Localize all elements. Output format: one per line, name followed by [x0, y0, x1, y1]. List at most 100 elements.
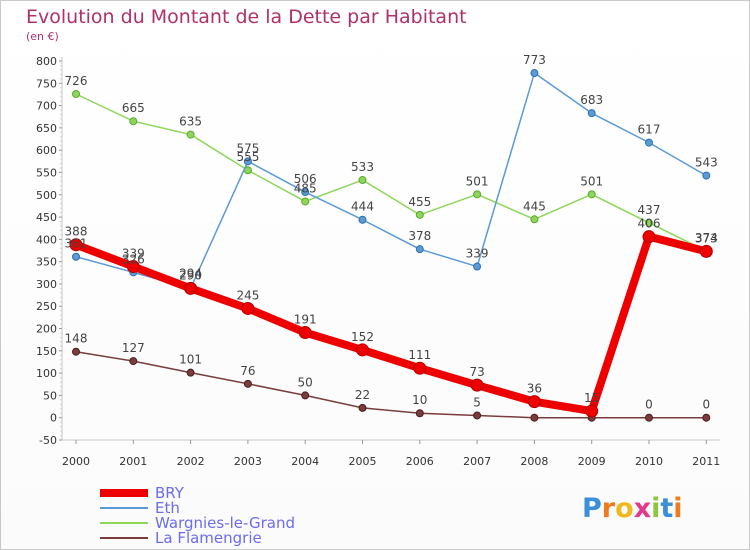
series-line — [75, 93, 708, 252]
data-label: 361 — [65, 237, 88, 251]
data-label: 374 — [695, 231, 718, 245]
y-tick-label: 550 — [36, 166, 57, 179]
data-point — [415, 409, 424, 418]
data-label: 339 — [466, 247, 489, 261]
data-point — [301, 197, 310, 206]
data-label: 726 — [65, 74, 88, 88]
data-point — [642, 230, 656, 244]
data-label: 148 — [65, 332, 88, 346]
data-point — [702, 413, 711, 422]
y-tick-label: 100 — [36, 367, 57, 380]
y-tick-label: 750 — [36, 77, 57, 90]
data-label: 501 — [580, 174, 603, 188]
data-point — [645, 218, 653, 227]
series-line — [72, 232, 711, 416]
data-point — [186, 130, 195, 139]
data-label: 388 — [65, 225, 88, 239]
x-tick-label: 2006 — [406, 455, 434, 468]
data-point — [129, 117, 138, 126]
y-tick-label: 200 — [36, 323, 57, 336]
legend-swatch — [100, 489, 148, 497]
data-point — [645, 138, 653, 147]
data-point — [301, 188, 310, 197]
logo-letter: P — [582, 493, 602, 524]
legend-label: Eth — [155, 499, 180, 517]
data-point — [587, 109, 596, 118]
data-point — [243, 157, 252, 166]
data-point — [243, 379, 252, 388]
data-labels: 3883613393262942902451911521117336154063… — [65, 53, 718, 412]
data-label: 22 — [355, 388, 370, 402]
data-label: 76 — [240, 364, 255, 378]
data-label: 485 — [294, 181, 317, 195]
series-eth — [72, 69, 711, 293]
data-label: 575 — [236, 141, 259, 155]
logo-text: Proxiti — [582, 493, 683, 524]
data-label: 406 — [638, 217, 661, 231]
data-point — [298, 326, 312, 340]
data-point — [129, 357, 138, 366]
data-label: 290 — [179, 268, 202, 282]
data-label: 683 — [580, 93, 603, 107]
data-label: 15 — [584, 391, 599, 405]
data-label: 245 — [236, 288, 259, 302]
data-label: 0 — [702, 398, 710, 412]
data-label: 533 — [351, 160, 374, 174]
data-label: 437 — [638, 203, 661, 217]
series-layer — [69, 69, 713, 422]
data-point — [527, 395, 541, 409]
data-point — [301, 391, 310, 400]
logo-letter: t — [660, 493, 673, 524]
legend-swatch — [100, 507, 148, 509]
data-point — [473, 190, 482, 199]
data-label: 378 — [408, 229, 431, 243]
data-label: 326 — [122, 252, 145, 266]
y-tick-label: 600 — [36, 144, 57, 157]
x-tick-label: 2001 — [119, 455, 147, 468]
data-point — [356, 343, 369, 357]
data-label: 101 — [179, 353, 202, 367]
data-label: 635 — [179, 115, 202, 129]
x-tick-label: 2004 — [291, 455, 319, 468]
data-point — [72, 89, 80, 98]
y-tick-label: 350 — [36, 256, 57, 269]
y-tick-label: 700 — [36, 100, 57, 113]
legend-swatch — [100, 522, 148, 524]
legend-label: La Flamengrie — [155, 529, 262, 547]
data-label: 373 — [695, 231, 718, 245]
axes: -500501001502002503003504004505005506006… — [36, 55, 720, 468]
y-tick-label: 400 — [36, 233, 57, 246]
data-label: 773 — [523, 53, 546, 67]
data-label: 36 — [527, 382, 542, 396]
data-label: 50 — [298, 375, 313, 389]
y-tick-label: 150 — [36, 345, 57, 358]
logo-letter: o — [615, 493, 634, 524]
data-label: 152 — [351, 330, 374, 344]
data-label: 445 — [523, 199, 546, 213]
chart-subtitle: (en €) — [26, 30, 59, 43]
x-tick-label: 2010 — [635, 455, 663, 468]
logo-letter: r — [602, 493, 616, 524]
x-tick-label: 2009 — [578, 455, 606, 468]
data-label: 0 — [645, 398, 653, 412]
data-point — [415, 210, 424, 219]
y-tick-label: 0 — [50, 412, 57, 425]
series-bry — [69, 230, 713, 418]
y-tick-label: 500 — [36, 189, 57, 202]
data-label: 501 — [466, 174, 489, 188]
data-point — [241, 301, 255, 315]
proxiti-logo: Proxiti — [582, 493, 683, 524]
chart-title: Evolution du Montant de la Dette par Hab… — [26, 6, 467, 28]
data-label: 617 — [638, 123, 661, 137]
x-tick-label: 2002 — [177, 455, 205, 468]
data-point — [645, 413, 653, 422]
data-label: 506 — [294, 172, 317, 186]
y-tick-label: 800 — [36, 55, 57, 68]
data-point — [470, 378, 484, 392]
data-label: 191 — [294, 313, 317, 327]
y-tick-label: -50 — [39, 434, 57, 447]
x-tick-label: 2000 — [62, 455, 90, 468]
